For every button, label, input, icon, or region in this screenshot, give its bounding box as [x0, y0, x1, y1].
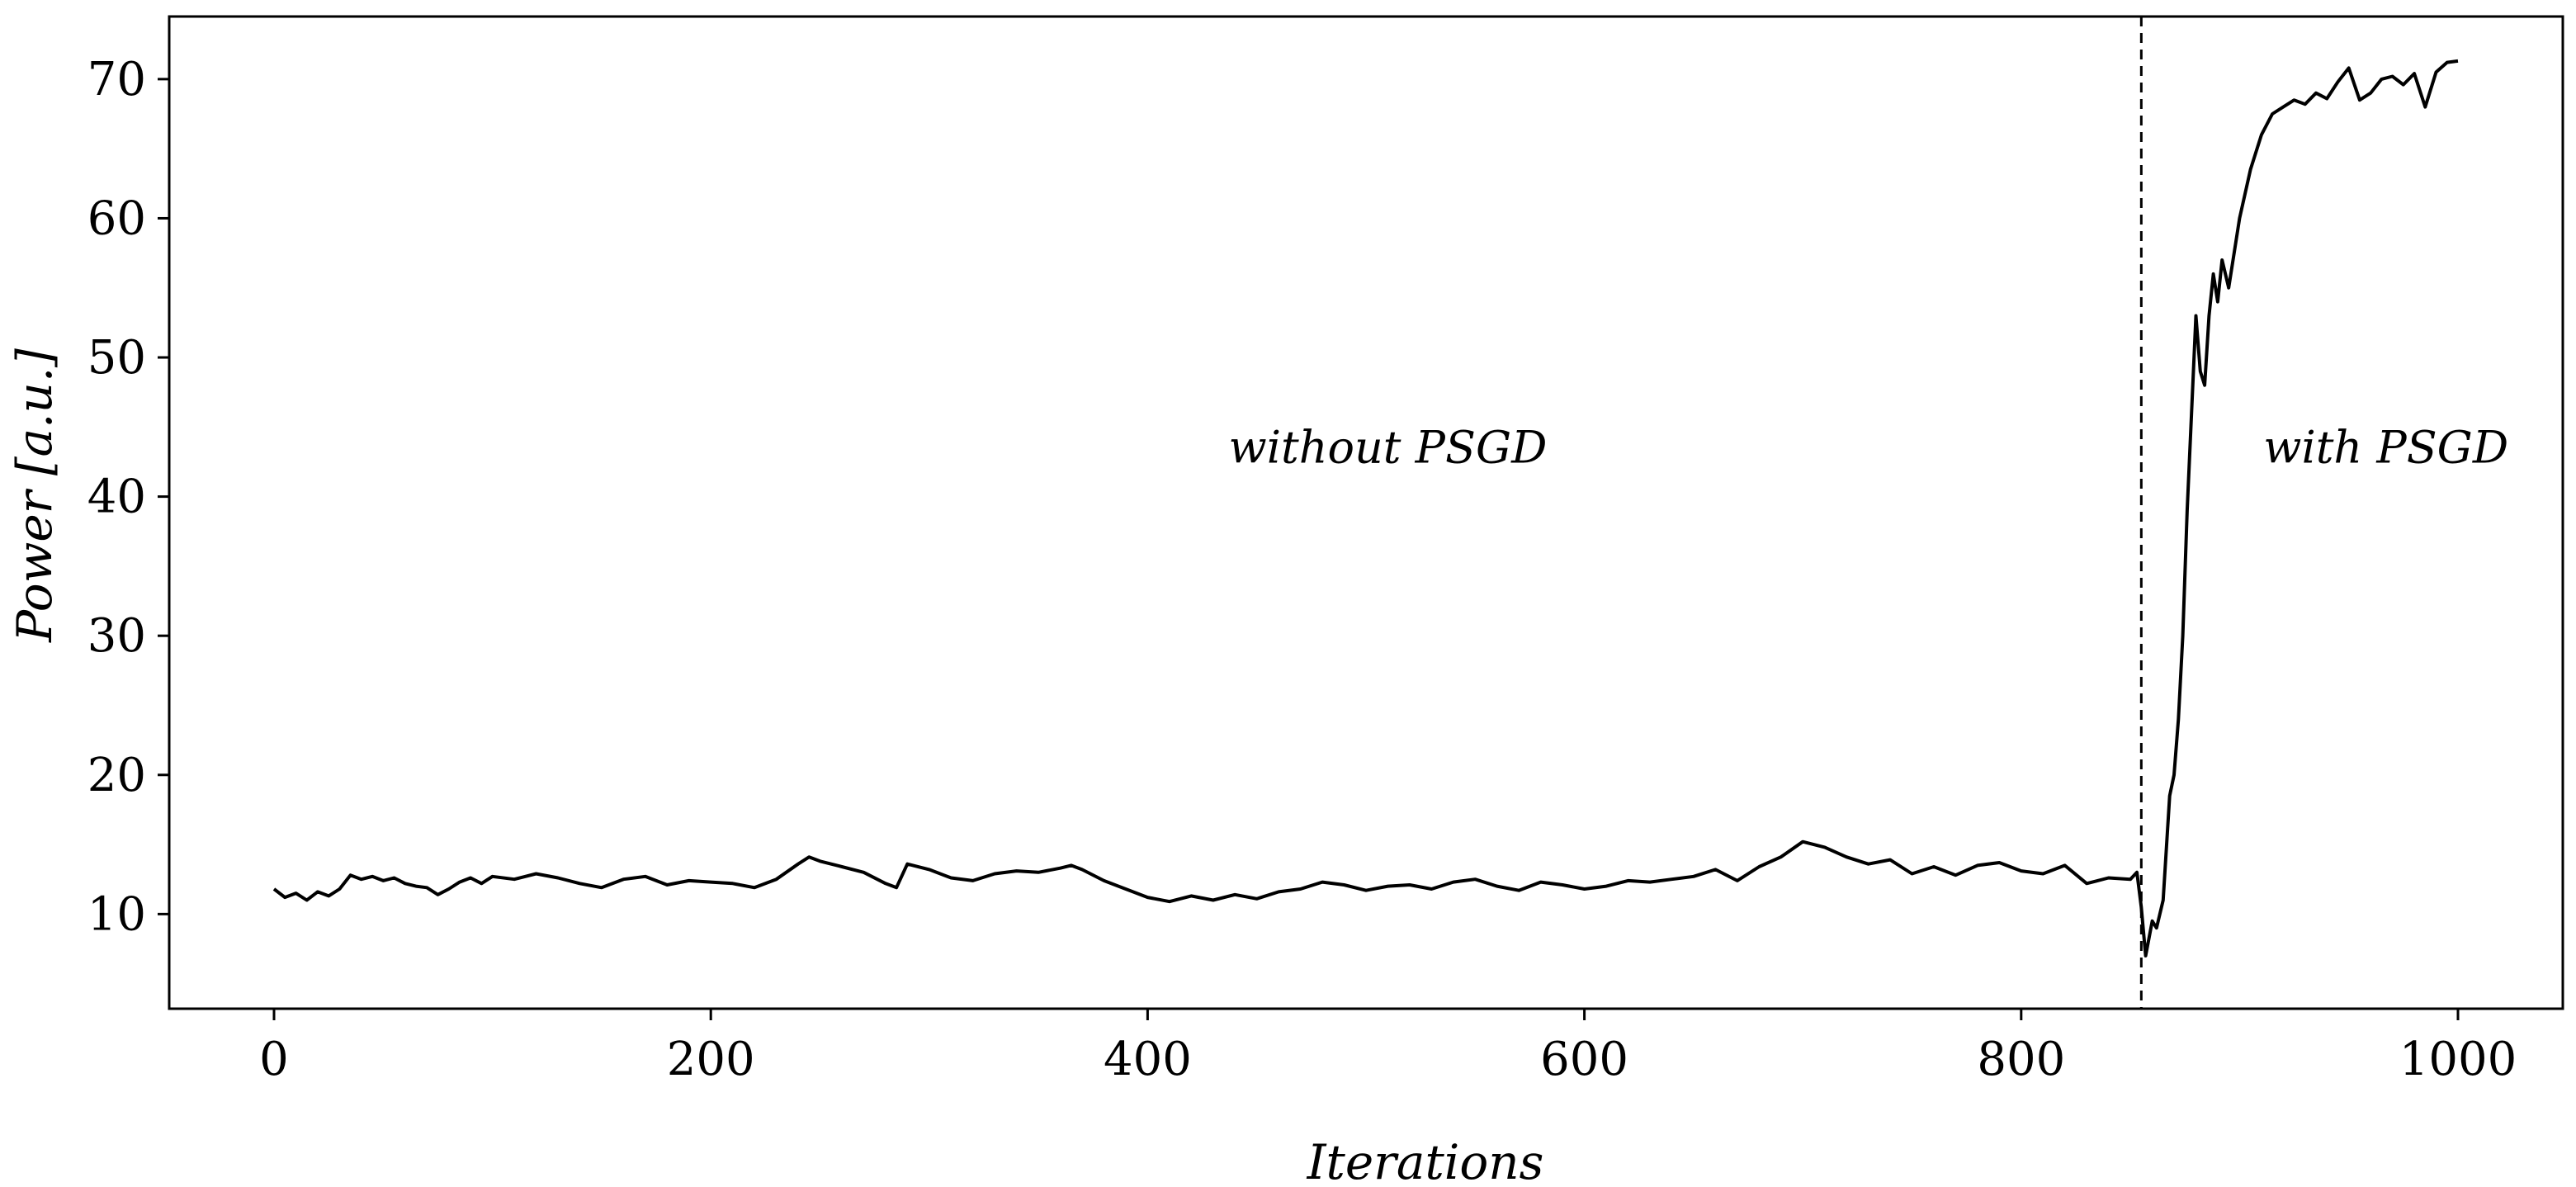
x-tick-label: 800: [1977, 1033, 2065, 1086]
x-tick-label: 0: [259, 1033, 289, 1086]
y-tick-label: 10: [87, 887, 146, 941]
x-tick-label: 1000: [2399, 1033, 2517, 1086]
y-tick-label: 30: [87, 609, 146, 663]
x-tick-label: 200: [667, 1033, 755, 1086]
power-series-line: [272, 59, 2459, 958]
x-axis-ticks: 0 200 400 600 800 1000: [259, 1009, 2517, 1086]
plot-area-frame: [168, 15, 2564, 1010]
y-tick-label: 40: [87, 471, 146, 524]
annotation-with-psgd: with PSGD: [2263, 422, 2508, 474]
x-tick-label: 600: [1540, 1033, 1628, 1086]
y-axis-label: Power [a.u.]: [7, 348, 63, 643]
annotation-without-psgd: without PSGD: [1229, 422, 1548, 474]
y-tick-label: 20: [87, 749, 146, 802]
y-axis-ticks: 10 20 30 40 50 60 70: [87, 53, 169, 941]
x-axis-label: Iterations: [1307, 1134, 1544, 1187]
y-tick-label: 70: [87, 53, 146, 106]
x-tick-label: 400: [1104, 1033, 1192, 1086]
y-tick-label: 50: [87, 331, 146, 385]
y-tick-label: 60: [87, 192, 146, 245]
